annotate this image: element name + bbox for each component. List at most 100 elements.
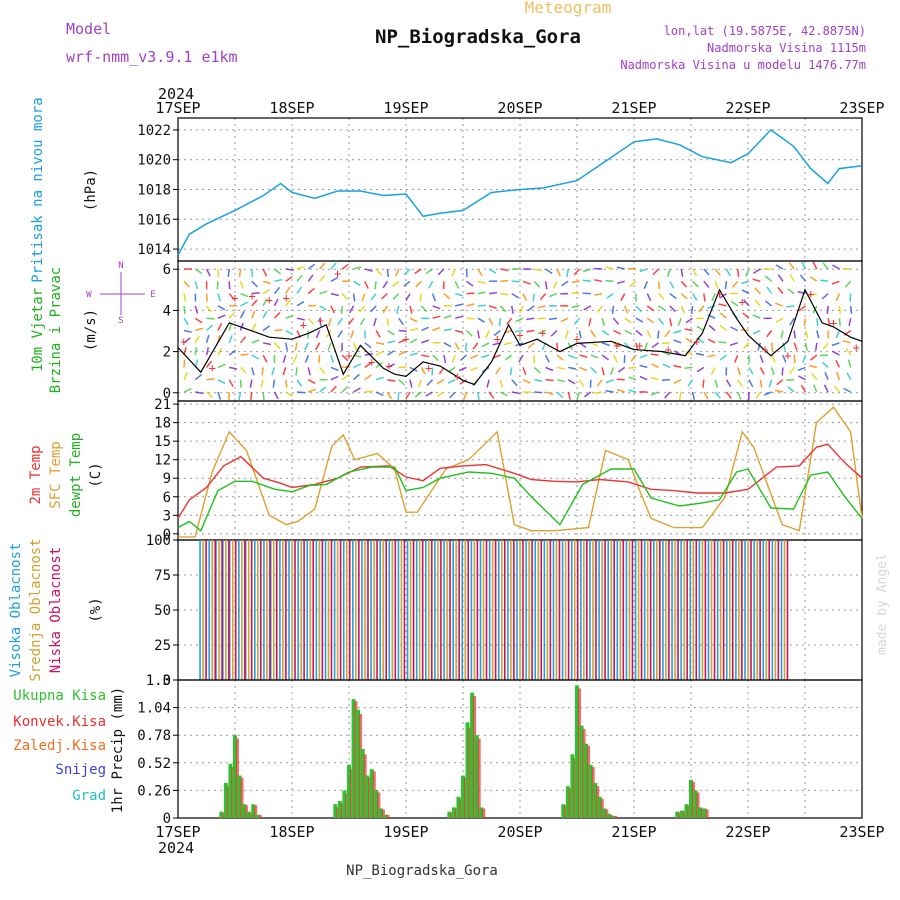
wind-arrow (526, 317, 535, 321)
wind-arrow (295, 367, 298, 376)
wind-arrow (454, 292, 464, 297)
wind-arrow (500, 268, 509, 272)
gust-point: + (716, 287, 723, 301)
wind-arrow (284, 379, 288, 388)
wind-arrow (718, 340, 727, 344)
wind-arrow (228, 335, 233, 344)
wind-arrow (710, 367, 716, 375)
pressure-ytick-3: 1020 (137, 153, 171, 169)
wind-arrow (804, 342, 808, 351)
wind-arrow (609, 367, 615, 376)
wind-arrow (386, 318, 390, 327)
wind-arrow (228, 379, 234, 387)
precip-total-bar (337, 801, 342, 818)
wind-arrow (754, 287, 761, 295)
wind-arrow (849, 305, 853, 314)
wind-arrow (845, 348, 852, 356)
wind-arrow (183, 280, 190, 288)
wind-arrow (734, 354, 739, 363)
wind-arrow (605, 280, 614, 283)
wind-arrow (646, 305, 655, 312)
wind-arrow (437, 268, 445, 276)
wind-arrow (590, 354, 599, 359)
wind-arrow (635, 317, 644, 323)
sfc-temp-line (178, 406, 863, 538)
compass-w: W (86, 290, 92, 300)
wind-arrow (239, 379, 242, 388)
wind-arrow (730, 326, 739, 332)
wind-arrow (425, 268, 434, 275)
wind-arrow (666, 268, 671, 277)
wind-arrow (639, 375, 648, 381)
wind-arrow (251, 280, 259, 288)
precip-conv-bar (609, 814, 613, 818)
wind-arrow (421, 339, 430, 344)
wind-arrow (646, 317, 655, 324)
precip-total-bar (597, 796, 602, 818)
wind-arrow (624, 305, 629, 314)
wind-arrow (759, 367, 765, 375)
wind-arrow (364, 362, 372, 368)
temperature-ytick-2: 6 (163, 490, 171, 506)
precip-total-bar (470, 692, 475, 818)
wind-arrow (804, 330, 809, 339)
wind-arrow (403, 280, 411, 287)
wind-arrow (664, 391, 671, 399)
wind-arrow (206, 378, 215, 381)
model-name: wrf-nmm_v3.9.1 e1km (66, 48, 238, 66)
wind-arrow (509, 367, 513, 376)
wind-arrow (352, 293, 356, 302)
precip-total-bar (251, 804, 256, 818)
wind-arrow (793, 330, 796, 339)
wind-arrow (228, 293, 235, 301)
precip-total-bar (675, 811, 680, 818)
wind-arrow (564, 330, 569, 339)
cloud-high-ylabel: Visoka Oblacnost (8, 543, 24, 678)
wind-arrow (725, 379, 732, 387)
wind-arrow (730, 300, 739, 307)
wind-arrow (262, 310, 268, 319)
wind-arrow (820, 354, 829, 357)
wind-arrow (262, 268, 268, 277)
wind-arrow (579, 366, 588, 372)
gust-point: + (494, 332, 501, 346)
precip-ytick-2: 0.52 (137, 756, 171, 772)
wind-arrow (262, 391, 265, 401)
wind-arrow (273, 268, 282, 275)
wind-arrow (812, 261, 818, 270)
wind-arrow (272, 379, 276, 388)
wind-arrow (466, 280, 474, 287)
wind-arrow (658, 293, 665, 300)
date-tick-top-5: 22SEP (725, 99, 770, 117)
precip-ytick-0: 0 (163, 811, 171, 827)
wind-arrow (194, 335, 200, 344)
clouds-panel: 0 25 50 75 100 (146, 533, 863, 689)
wind-arrow (522, 280, 531, 285)
wind-arrow (205, 334, 210, 344)
wind-arrow (556, 391, 564, 399)
wind-arrow (787, 288, 795, 295)
date-tick-top-1: 18SEP (269, 99, 314, 117)
wind-arrow (409, 352, 418, 356)
wind-arrow (285, 286, 291, 294)
wind-arrow (464, 342, 468, 351)
wind-arrow (396, 305, 400, 314)
wind-arrow (414, 268, 422, 275)
wind-arrow (380, 293, 388, 300)
wind-arrow (183, 293, 187, 302)
gust-point: + (266, 293, 273, 307)
wind-arrow (616, 280, 625, 285)
wind-arrow (594, 267, 603, 270)
wind-arrow (766, 330, 773, 338)
wind-arrow (770, 354, 776, 363)
wind-arrow (560, 317, 569, 323)
wind-arrow (616, 388, 625, 393)
wind-arrow (737, 391, 742, 400)
wind-arrow (826, 305, 829, 314)
temperature-ytick-3: 9 (163, 471, 171, 487)
wind-arrow (838, 318, 841, 327)
wind-arrow (465, 268, 468, 278)
gust-point: + (853, 340, 860, 354)
wind-arrow (500, 279, 509, 283)
wind-arrow (454, 280, 460, 289)
